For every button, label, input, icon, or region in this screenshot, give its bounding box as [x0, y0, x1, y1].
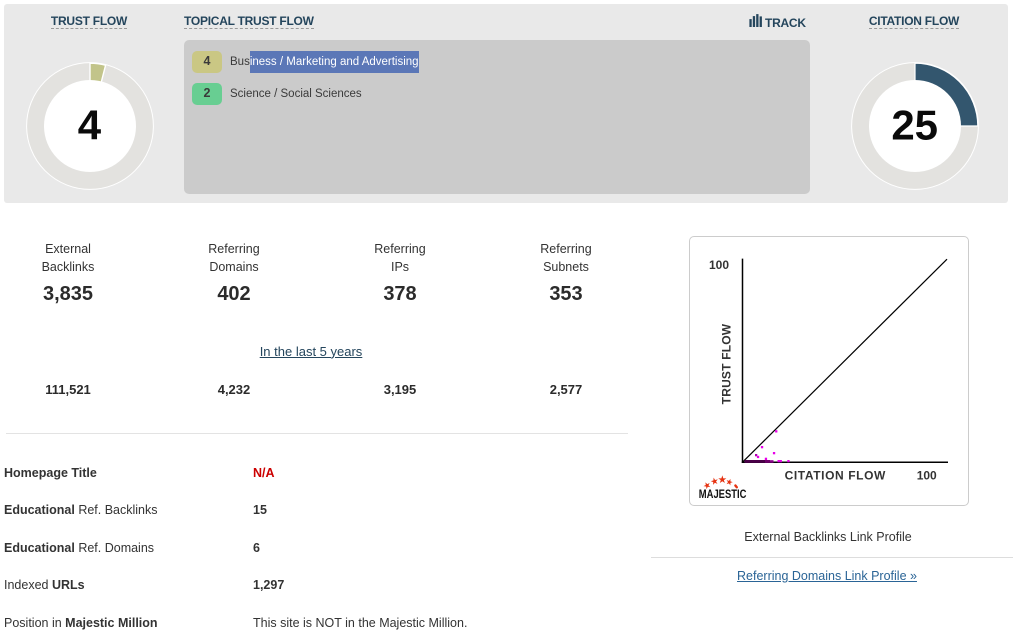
svg-text:CITATION FLOW: CITATION FLOW — [785, 469, 886, 483]
svg-text:★: ★ — [701, 479, 713, 492]
svg-text:★: ★ — [718, 474, 728, 486]
svg-text:MAJESTIC: MAJESTIC — [699, 488, 747, 501]
svg-text:100: 100 — [709, 258, 729, 272]
svg-text:100: 100 — [917, 469, 937, 483]
svg-text:★: ★ — [724, 476, 735, 488]
svg-text:25: 25 — [891, 102, 938, 149]
svg-text:4: 4 — [78, 102, 102, 149]
svg-text:TRUST FLOW: TRUST FLOW — [720, 323, 734, 404]
svg-text:★: ★ — [709, 475, 720, 488]
